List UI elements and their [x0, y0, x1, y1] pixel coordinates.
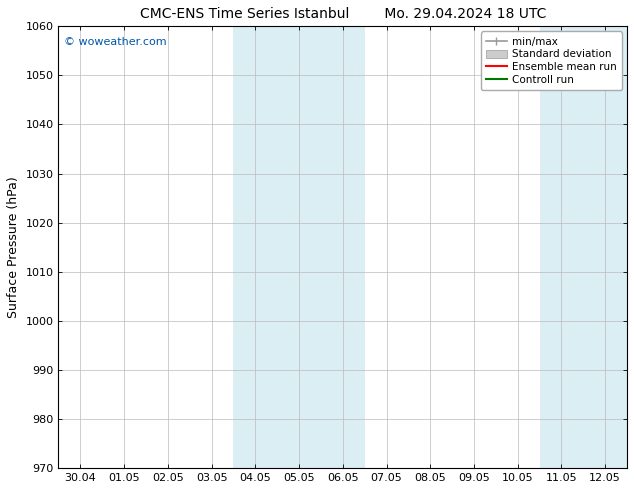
Legend: min/max, Standard deviation, Ensemble mean run, Controll run: min/max, Standard deviation, Ensemble me… — [481, 31, 622, 90]
Title: CMC-ENS Time Series Istanbul        Mo. 29.04.2024 18 UTC: CMC-ENS Time Series Istanbul Mo. 29.04.2… — [139, 7, 546, 21]
Text: © woweather.com: © woweather.com — [64, 37, 167, 48]
Y-axis label: Surface Pressure (hPa): Surface Pressure (hPa) — [7, 176, 20, 318]
Bar — [540, 26, 627, 468]
Bar — [233, 26, 365, 468]
